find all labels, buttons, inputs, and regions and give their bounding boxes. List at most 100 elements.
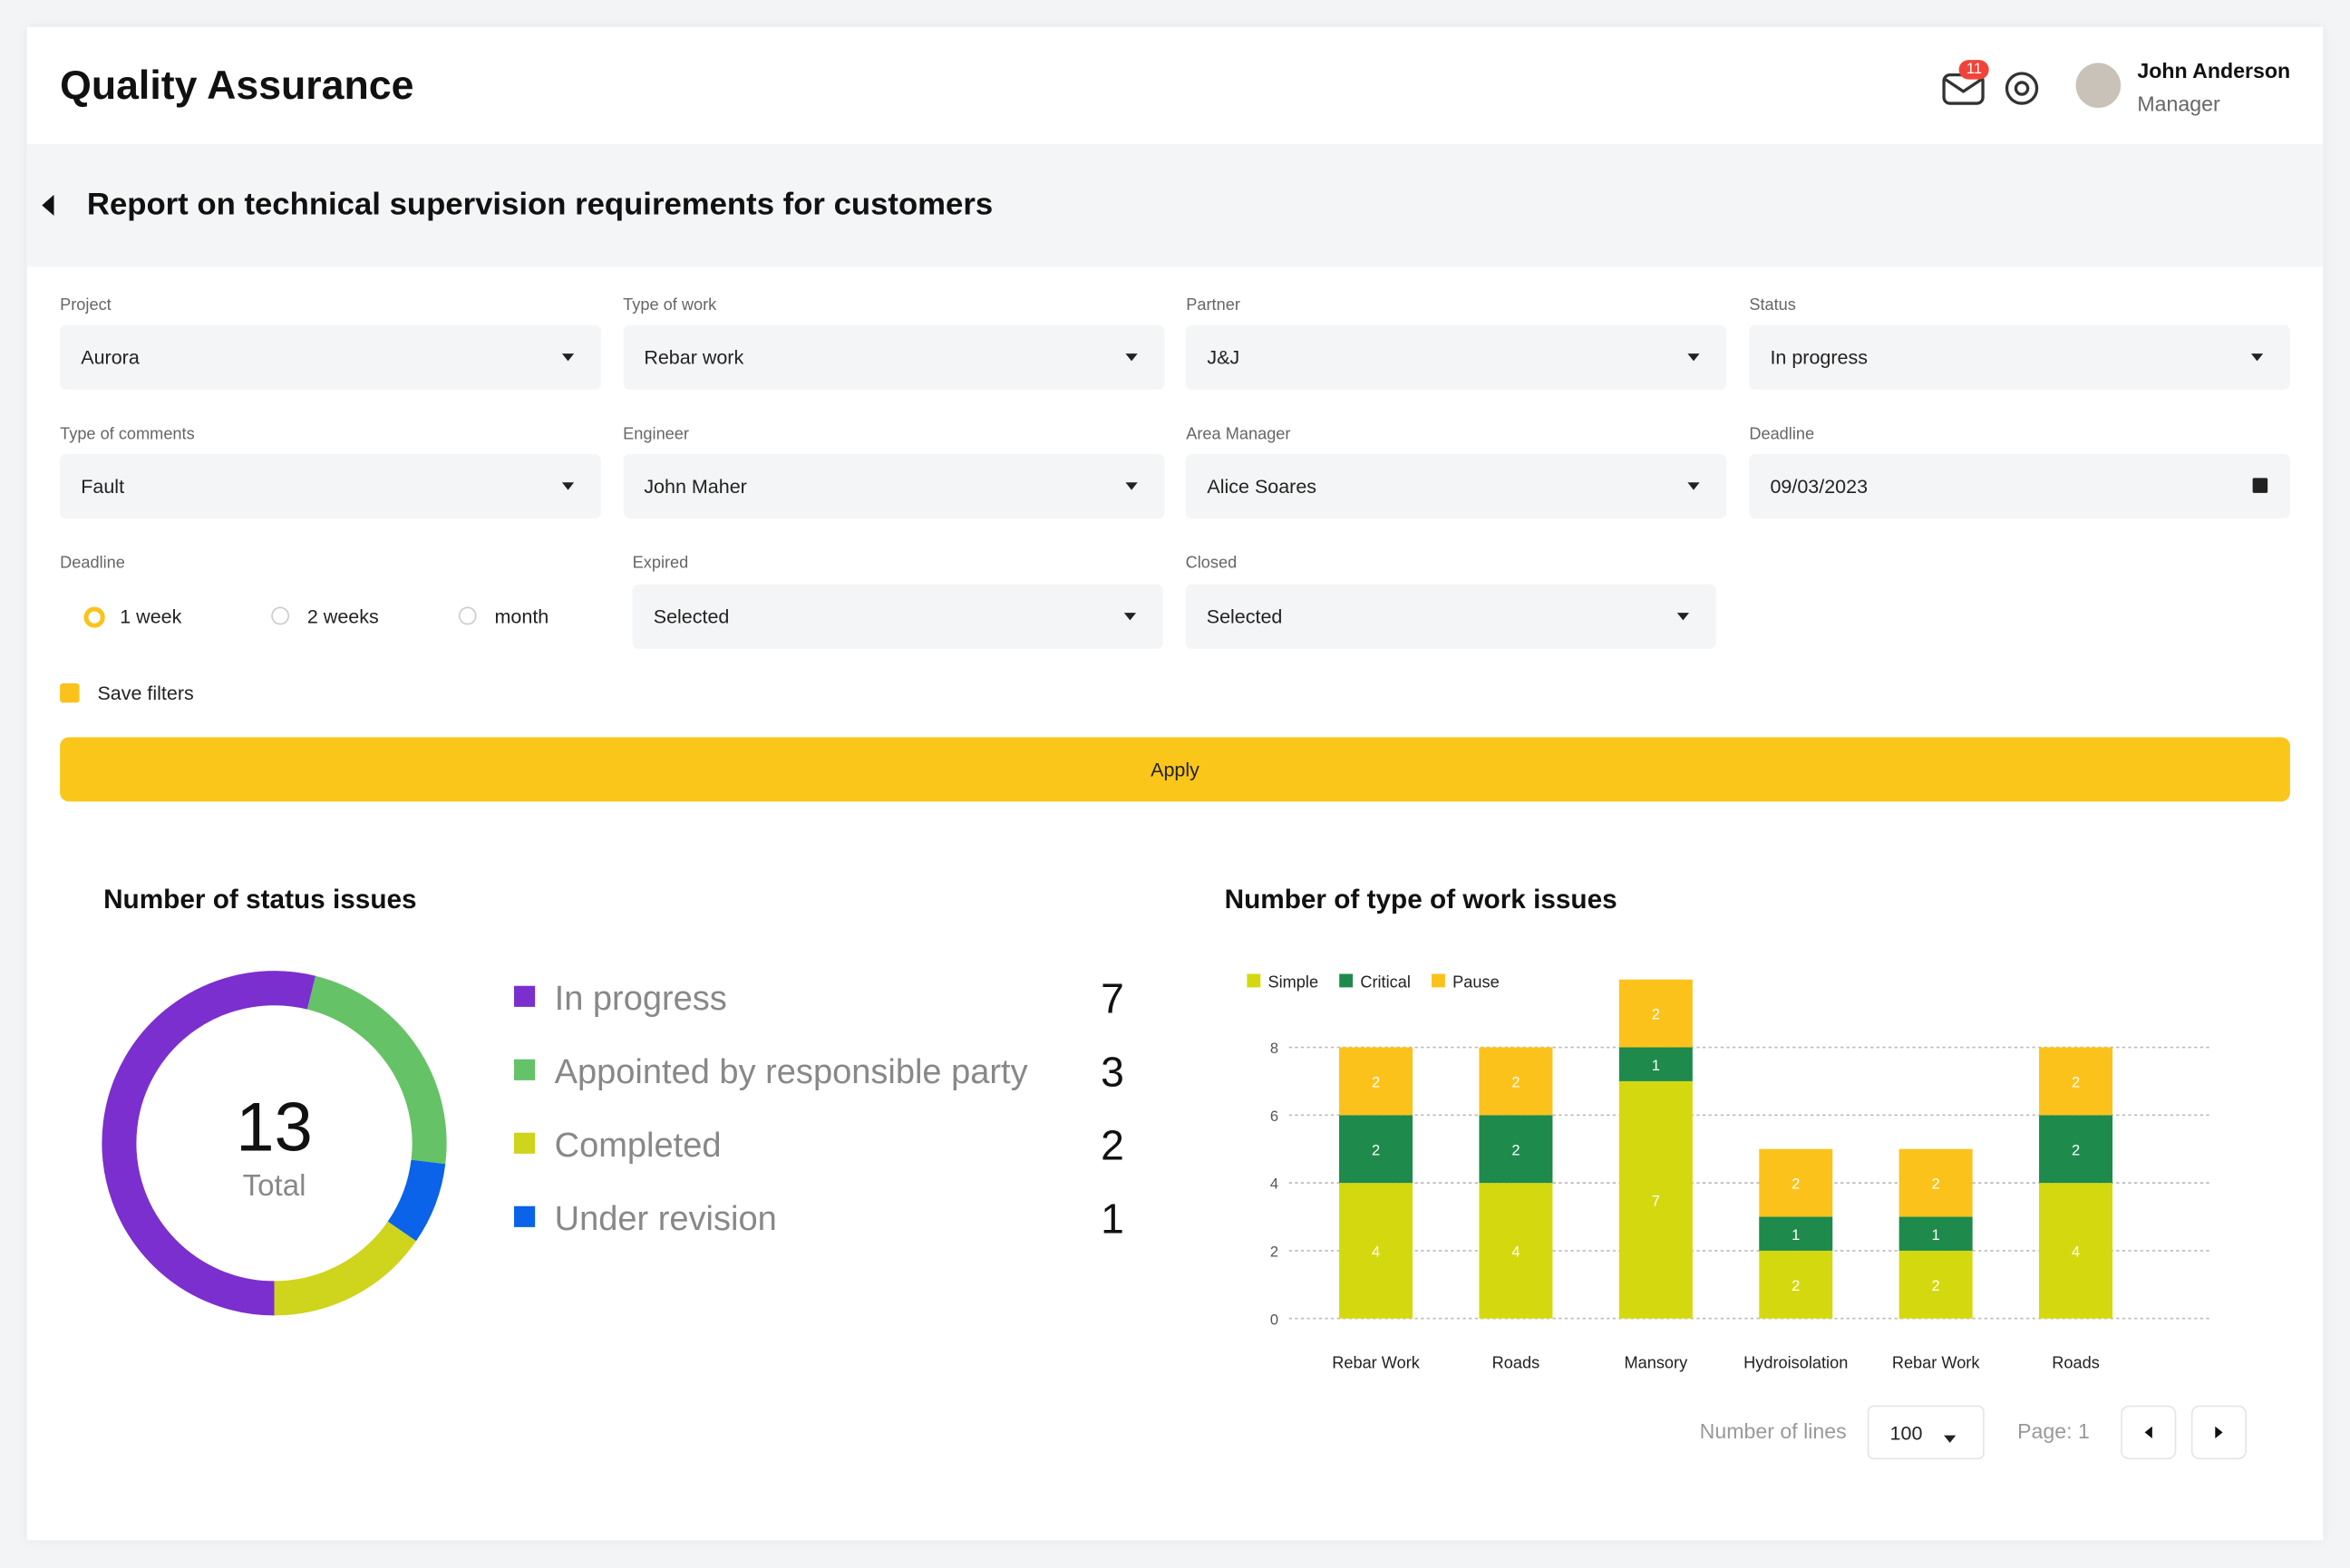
filter-select[interactable]: J&J [1186, 324, 1728, 390]
data-label: 2 [1932, 1176, 1940, 1193]
filter-select[interactable]: 09/03/2023 [1749, 453, 2291, 518]
header-icons [1942, 72, 2039, 105]
filter-select[interactable]: Aurora [60, 324, 601, 390]
filter-select[interactable]: John Maher [623, 453, 1164, 518]
legend-label: Simple [1268, 973, 1319, 991]
radio[interactable] [83, 606, 105, 628]
filter-select[interactable]: Alice Soares [1186, 453, 1728, 518]
field-label: Closed [1185, 554, 1238, 573]
user-name: John Anderson [2137, 58, 2291, 82]
card: Quality Assurance 1 1 John Anderson Manag… [26, 26, 2324, 1541]
bar-segment [1339, 1183, 1413, 1319]
filter-select[interactable]: Rebar work [623, 324, 1164, 390]
calendar-icon[interactable] [2252, 478, 2268, 493]
lines-select[interactable]: 100 [1867, 1405, 1985, 1460]
bar-segment [2039, 1115, 2113, 1184]
data-label: 2 [1372, 1074, 1380, 1091]
apply-button[interactable]: Apply [60, 737, 2290, 802]
bar-segment [1898, 1148, 1973, 1217]
field-label: Engineer [623, 425, 689, 444]
y-tick-label: 6 [1270, 1108, 1278, 1125]
field-label: Partner [1186, 296, 1240, 315]
legend-label: Under revision [555, 1200, 777, 1238]
data-label: 1 [1652, 1057, 1660, 1074]
donut-segment [102, 971, 316, 1316]
field-label: Area Manager [1186, 425, 1291, 444]
checkbox-label: Save filters [97, 682, 194, 704]
legend-value: 1 [1101, 1195, 1124, 1243]
data-label: 2 [1372, 1141, 1380, 1158]
x-tick-label: Roads [1492, 1353, 1540, 1371]
page-label: Page: 1 [2017, 1418, 2090, 1443]
chart-title: Number of type of work issues [1225, 885, 1617, 915]
bar-segment [1618, 1047, 1693, 1081]
x-tick-label: Roads [2052, 1353, 2100, 1371]
field-label: Deadline [1749, 425, 1815, 444]
report-bar [26, 143, 2324, 267]
legend-swatch [514, 1205, 536, 1227]
bar-segment [1618, 1080, 1693, 1319]
total-value: 13 [236, 1089, 313, 1166]
x-tick-label: Rebar Work [1892, 1353, 1981, 1371]
bar-segment [1759, 1148, 1833, 1217]
bar-segment [1479, 1115, 1553, 1184]
data-label: 2 [1932, 1277, 1940, 1294]
y-tick-label: 2 [1270, 1244, 1278, 1261]
y-tick-label: 8 [1270, 1040, 1278, 1057]
legend-swatch [514, 1059, 536, 1080]
app-title: Quality Assurance [60, 63, 414, 109]
data-label: 4 [2072, 1244, 2080, 1261]
legend-label: Appointed by responsible party [555, 1053, 1028, 1091]
bar-segment [2039, 1183, 2113, 1319]
radio-label: month [494, 605, 549, 628]
field-label: Deadline [60, 554, 125, 573]
bar-segment [2039, 1047, 2113, 1116]
radio[interactable] [458, 606, 477, 625]
bar-segment [1479, 1183, 1553, 1319]
checkbox[interactable] [60, 682, 80, 703]
bar-segment [1759, 1250, 1833, 1319]
legend-swatch [1339, 973, 1354, 988]
legend-swatch [514, 1132, 536, 1154]
bar-segment [1618, 979, 1693, 1048]
legend-value: 7 [1101, 974, 1124, 1021]
y-tick-label: 0 [1270, 1311, 1278, 1328]
x-tick-label: Hydroisolation [1743, 1353, 1848, 1371]
filter-select[interactable]: Fault [60, 453, 601, 518]
user-role: Manager [2137, 91, 2220, 116]
data-label: 2 [1792, 1176, 1800, 1193]
legend-label: Completed [555, 1127, 722, 1165]
closed-select[interactable]: Selected [1185, 584, 1716, 649]
data-label: 2 [1511, 1141, 1520, 1158]
data-label: 1 [1792, 1226, 1800, 1244]
donut-segment [306, 975, 447, 1165]
bar-segment [1479, 1047, 1553, 1116]
back-button[interactable] [39, 193, 57, 217]
radio-label: 1 week [120, 605, 182, 628]
data-label: 1 [1932, 1226, 1940, 1244]
total-label: Total [243, 1169, 306, 1203]
bar-segment [1898, 1250, 1973, 1319]
report-title: Report on technical supervision requirem… [86, 187, 994, 222]
avatar[interactable] [2075, 63, 2122, 109]
chart-title: Number of status issues [103, 885, 417, 915]
bar-segment [1898, 1216, 1973, 1251]
data-label: 2 [1652, 1006, 1660, 1023]
legend-label: Critical [1360, 973, 1411, 991]
y-tick-label: 4 [1270, 1176, 1278, 1193]
legend-swatch [1247, 973, 1261, 988]
bar-segment [1339, 1115, 1413, 1184]
data-label: 4 [1372, 1244, 1380, 1261]
expired-select[interactable]: Selected [632, 584, 1163, 649]
bar-segment [1339, 1047, 1413, 1116]
data-label: 2 [1792, 1277, 1800, 1294]
bar-segment [1759, 1216, 1833, 1251]
radio[interactable] [271, 606, 290, 625]
x-tick-label: Rebar Work [1332, 1353, 1421, 1371]
settings-icon[interactable] [2005, 72, 2039, 105]
legend-value: 2 [1101, 1121, 1124, 1168]
data-label: 7 [1652, 1192, 1660, 1209]
legend-label: In progress [555, 980, 727, 1018]
filter-select[interactable]: In progress [1749, 324, 2291, 390]
